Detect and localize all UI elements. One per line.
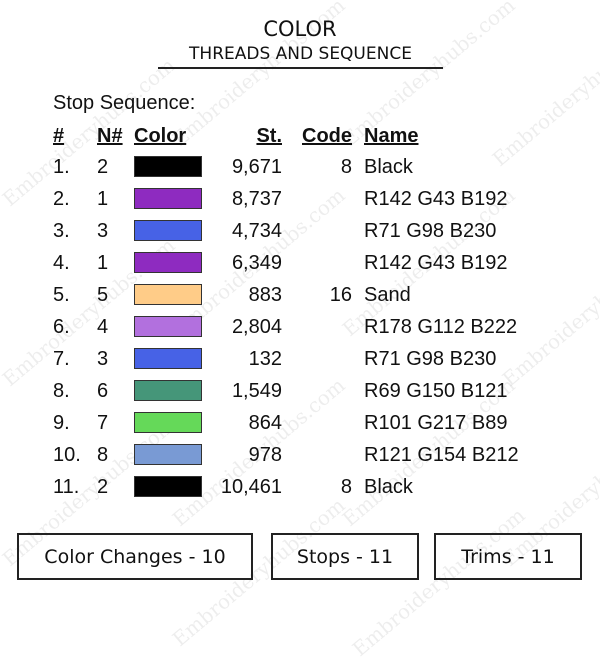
table-row: 5. 5 883 16 Sand bbox=[0, 280, 600, 310]
row-number: 1. bbox=[53, 156, 70, 178]
stitch-count: 9,671 bbox=[231, 156, 282, 178]
table-row: 10. 8 978 R121 G154 B212 bbox=[0, 440, 600, 470]
table-row: 7. 3 132 R71 G98 B230 bbox=[0, 344, 600, 374]
stitch-count: 883 bbox=[248, 284, 282, 306]
color-swatch bbox=[134, 380, 202, 401]
needle-number: 6 bbox=[97, 380, 109, 402]
stitch-count: 8,737 bbox=[231, 188, 282, 210]
color-swatch bbox=[134, 348, 202, 369]
header-color: Color bbox=[134, 125, 187, 147]
thread-code: 16 bbox=[329, 284, 352, 306]
row-number: 10. bbox=[53, 444, 81, 466]
table-header: # N# Color St. Code Name bbox=[0, 121, 600, 151]
watermark-text: Embroideryhubs.com bbox=[347, 502, 530, 661]
needle-number: 5 bbox=[97, 284, 109, 306]
color-swatch bbox=[134, 476, 202, 497]
row-number: 8. bbox=[53, 380, 70, 402]
header-num: # bbox=[53, 125, 65, 147]
color-swatch bbox=[134, 156, 202, 177]
needle-number: 8 bbox=[97, 444, 109, 466]
page-subtitle: THREADS AND SEQUENCE bbox=[158, 44, 443, 69]
stop-sequence-label: Stop Sequence: bbox=[53, 92, 196, 114]
trims-box: Trims - 11 bbox=[434, 533, 582, 580]
stops-box: Stops - 11 bbox=[271, 533, 419, 580]
needle-number: 3 bbox=[97, 220, 109, 242]
thread-name: Black bbox=[364, 156, 413, 178]
header-stitches: St. bbox=[256, 125, 282, 147]
color-swatch bbox=[134, 188, 202, 209]
table-row: 4. 1 6,349 R142 G43 B192 bbox=[0, 248, 600, 278]
row-number: 5. bbox=[53, 284, 70, 306]
thread-name: R101 G217 B89 bbox=[364, 412, 508, 434]
row-number: 9. bbox=[53, 412, 70, 434]
row-number: 4. bbox=[53, 252, 70, 274]
stitch-count: 978 bbox=[248, 444, 282, 466]
color-swatch bbox=[134, 444, 202, 465]
thread-code: 8 bbox=[340, 156, 352, 178]
thread-name: R142 G43 B192 bbox=[364, 188, 508, 210]
color-swatch bbox=[134, 252, 202, 273]
row-number: 7. bbox=[53, 348, 70, 370]
table-row: 9. 7 864 R101 G217 B89 bbox=[0, 408, 600, 438]
color-swatch bbox=[134, 284, 202, 305]
stitch-count: 2,804 bbox=[231, 316, 282, 338]
needle-number: 1 bbox=[97, 188, 109, 210]
stitch-count: 1,549 bbox=[231, 380, 282, 402]
page-title: COLOR bbox=[263, 17, 337, 41]
color-swatch bbox=[134, 220, 202, 241]
needle-number: 3 bbox=[97, 348, 109, 370]
table-row: 8. 6 1,549 R69 G150 B121 bbox=[0, 376, 600, 406]
table-row: 6. 4 2,804 R178 G112 B222 bbox=[0, 312, 600, 342]
stitch-count: 132 bbox=[248, 348, 282, 370]
thread-code: 8 bbox=[340, 476, 352, 498]
stitch-count: 6,349 bbox=[231, 252, 282, 274]
row-number: 11. bbox=[53, 476, 80, 498]
row-number: 3. bbox=[53, 220, 70, 242]
table-row: 3. 3 4,734 R71 G98 B230 bbox=[0, 216, 600, 246]
color-changes-box: Color Changes - 10 bbox=[17, 533, 253, 580]
row-number: 2. bbox=[53, 188, 70, 210]
needle-number: 7 bbox=[97, 412, 109, 434]
header-needle: N# bbox=[97, 125, 123, 147]
thread-name: R71 G98 B230 bbox=[364, 220, 497, 242]
needle-number: 2 bbox=[97, 156, 109, 178]
thread-name: Sand bbox=[364, 284, 411, 306]
header-code: Code bbox=[302, 125, 352, 147]
thread-name: R121 G154 B212 bbox=[364, 444, 519, 466]
thread-name: R142 G43 B192 bbox=[364, 252, 508, 274]
color-swatch bbox=[134, 412, 202, 433]
header-name: Name bbox=[364, 125, 419, 147]
needle-number: 4 bbox=[97, 316, 109, 338]
table-row: 2. 1 8,737 R142 G43 B192 bbox=[0, 184, 600, 214]
table-row: 1. 2 9,671 8 Black bbox=[0, 152, 600, 182]
needle-number: 2 bbox=[97, 476, 109, 498]
thread-name: R71 G98 B230 bbox=[364, 348, 497, 370]
row-number: 6. bbox=[53, 316, 70, 338]
table-row: 11. 2 10,461 8 Black bbox=[0, 472, 600, 502]
color-swatch bbox=[134, 316, 202, 337]
needle-number: 1 bbox=[97, 252, 109, 274]
stitch-count: 10,461 bbox=[220, 476, 282, 498]
thread-name: R178 G112 B222 bbox=[364, 316, 518, 338]
stitch-count: 864 bbox=[248, 412, 282, 434]
thread-name: Black bbox=[364, 476, 413, 498]
stitch-count: 4,734 bbox=[231, 220, 282, 242]
thread-name: R69 G150 B121 bbox=[364, 380, 508, 402]
